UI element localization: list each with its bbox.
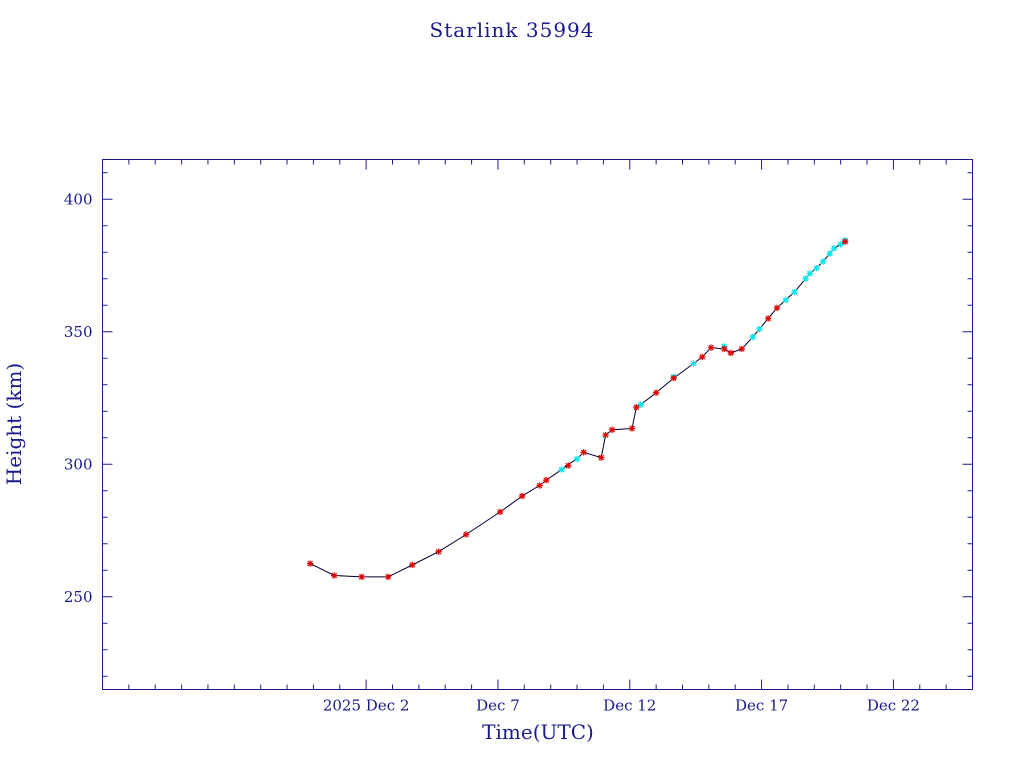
y-axis-tick-labels: 250 300 350 400 bbox=[64, 190, 93, 606]
cyan-data-marker bbox=[749, 333, 757, 341]
cyan-data-marker bbox=[819, 258, 827, 265]
plot-frame bbox=[102, 159, 973, 690]
cyan-data-marker bbox=[637, 401, 644, 408]
cyan-data-marker bbox=[806, 270, 814, 277]
red-data-marker bbox=[773, 304, 781, 312]
x-tick-label: Dec 12 bbox=[603, 697, 656, 715]
red-data-marker bbox=[841, 238, 849, 245]
x-axis-label: Time(UTC) bbox=[482, 720, 594, 744]
cyan-data-marker bbox=[813, 264, 820, 272]
red-data-marker bbox=[598, 454, 605, 461]
red-data-marker bbox=[565, 462, 572, 469]
red-data-marker bbox=[462, 531, 470, 538]
red-data-marker bbox=[384, 573, 392, 581]
x-tick-label: Dec 7 bbox=[476, 697, 520, 715]
red-data-marker bbox=[580, 449, 587, 456]
x-tick-label: Dec 22 bbox=[867, 697, 920, 715]
red-data-marker bbox=[496, 508, 504, 516]
cyan-data-marker bbox=[791, 288, 798, 296]
cyan-data-marker bbox=[826, 250, 833, 257]
red-data-marker bbox=[306, 560, 314, 567]
red-data-marker bbox=[707, 344, 715, 351]
cyan-data-marker bbox=[756, 325, 763, 333]
red-data-marker bbox=[738, 345, 746, 353]
red-data-marker bbox=[633, 404, 640, 411]
chart-title: Starlink 35994 bbox=[430, 18, 595, 42]
red-data-marker bbox=[358, 573, 365, 581]
red-data-marker bbox=[602, 431, 609, 439]
red-data-marker bbox=[727, 349, 735, 357]
x-tick-label: 2025 Dec 2 bbox=[323, 697, 410, 715]
red-data-marker bbox=[518, 492, 526, 500]
cyan-data-marker bbox=[782, 296, 789, 304]
red-data-marker bbox=[699, 353, 706, 361]
red-data-marker bbox=[435, 548, 442, 555]
red-data-marker bbox=[670, 374, 677, 382]
red-data-marker bbox=[536, 482, 543, 489]
y-axis-ticks bbox=[102, 172, 973, 677]
x-tick-label: Dec 17 bbox=[735, 697, 788, 715]
y-tick-label: 400 bbox=[64, 190, 93, 208]
y-tick-label: 350 bbox=[64, 323, 93, 341]
red-data-marker bbox=[608, 426, 616, 433]
x-axis-tick-labels: 2025 Dec 2 Dec 7 Dec 12 Dec 17 Dec 22 bbox=[323, 697, 920, 715]
y-axis-label: Height (km) bbox=[2, 363, 26, 485]
red-data-marker bbox=[628, 425, 636, 432]
y-tick-label: 250 bbox=[64, 588, 93, 606]
red-data-marker bbox=[721, 345, 728, 353]
height-series-line bbox=[309, 241, 846, 578]
red-data-marker bbox=[543, 476, 550, 484]
cyan-data-marker bbox=[558, 466, 565, 473]
cyan-data-marker bbox=[837, 241, 844, 248]
cyan-data-marker bbox=[690, 360, 697, 367]
x-axis-ticks bbox=[102, 159, 973, 690]
y-tick-label: 300 bbox=[64, 455, 93, 473]
cyan-data-marker bbox=[573, 455, 581, 463]
cyan-data-marker bbox=[802, 275, 809, 282]
red-data-marker bbox=[652, 389, 660, 396]
red-data-marker bbox=[764, 315, 772, 322]
observation-markers bbox=[306, 237, 849, 581]
red-data-marker bbox=[331, 572, 338, 579]
cyan-data-marker bbox=[830, 245, 838, 252]
red-data-marker bbox=[409, 561, 416, 569]
